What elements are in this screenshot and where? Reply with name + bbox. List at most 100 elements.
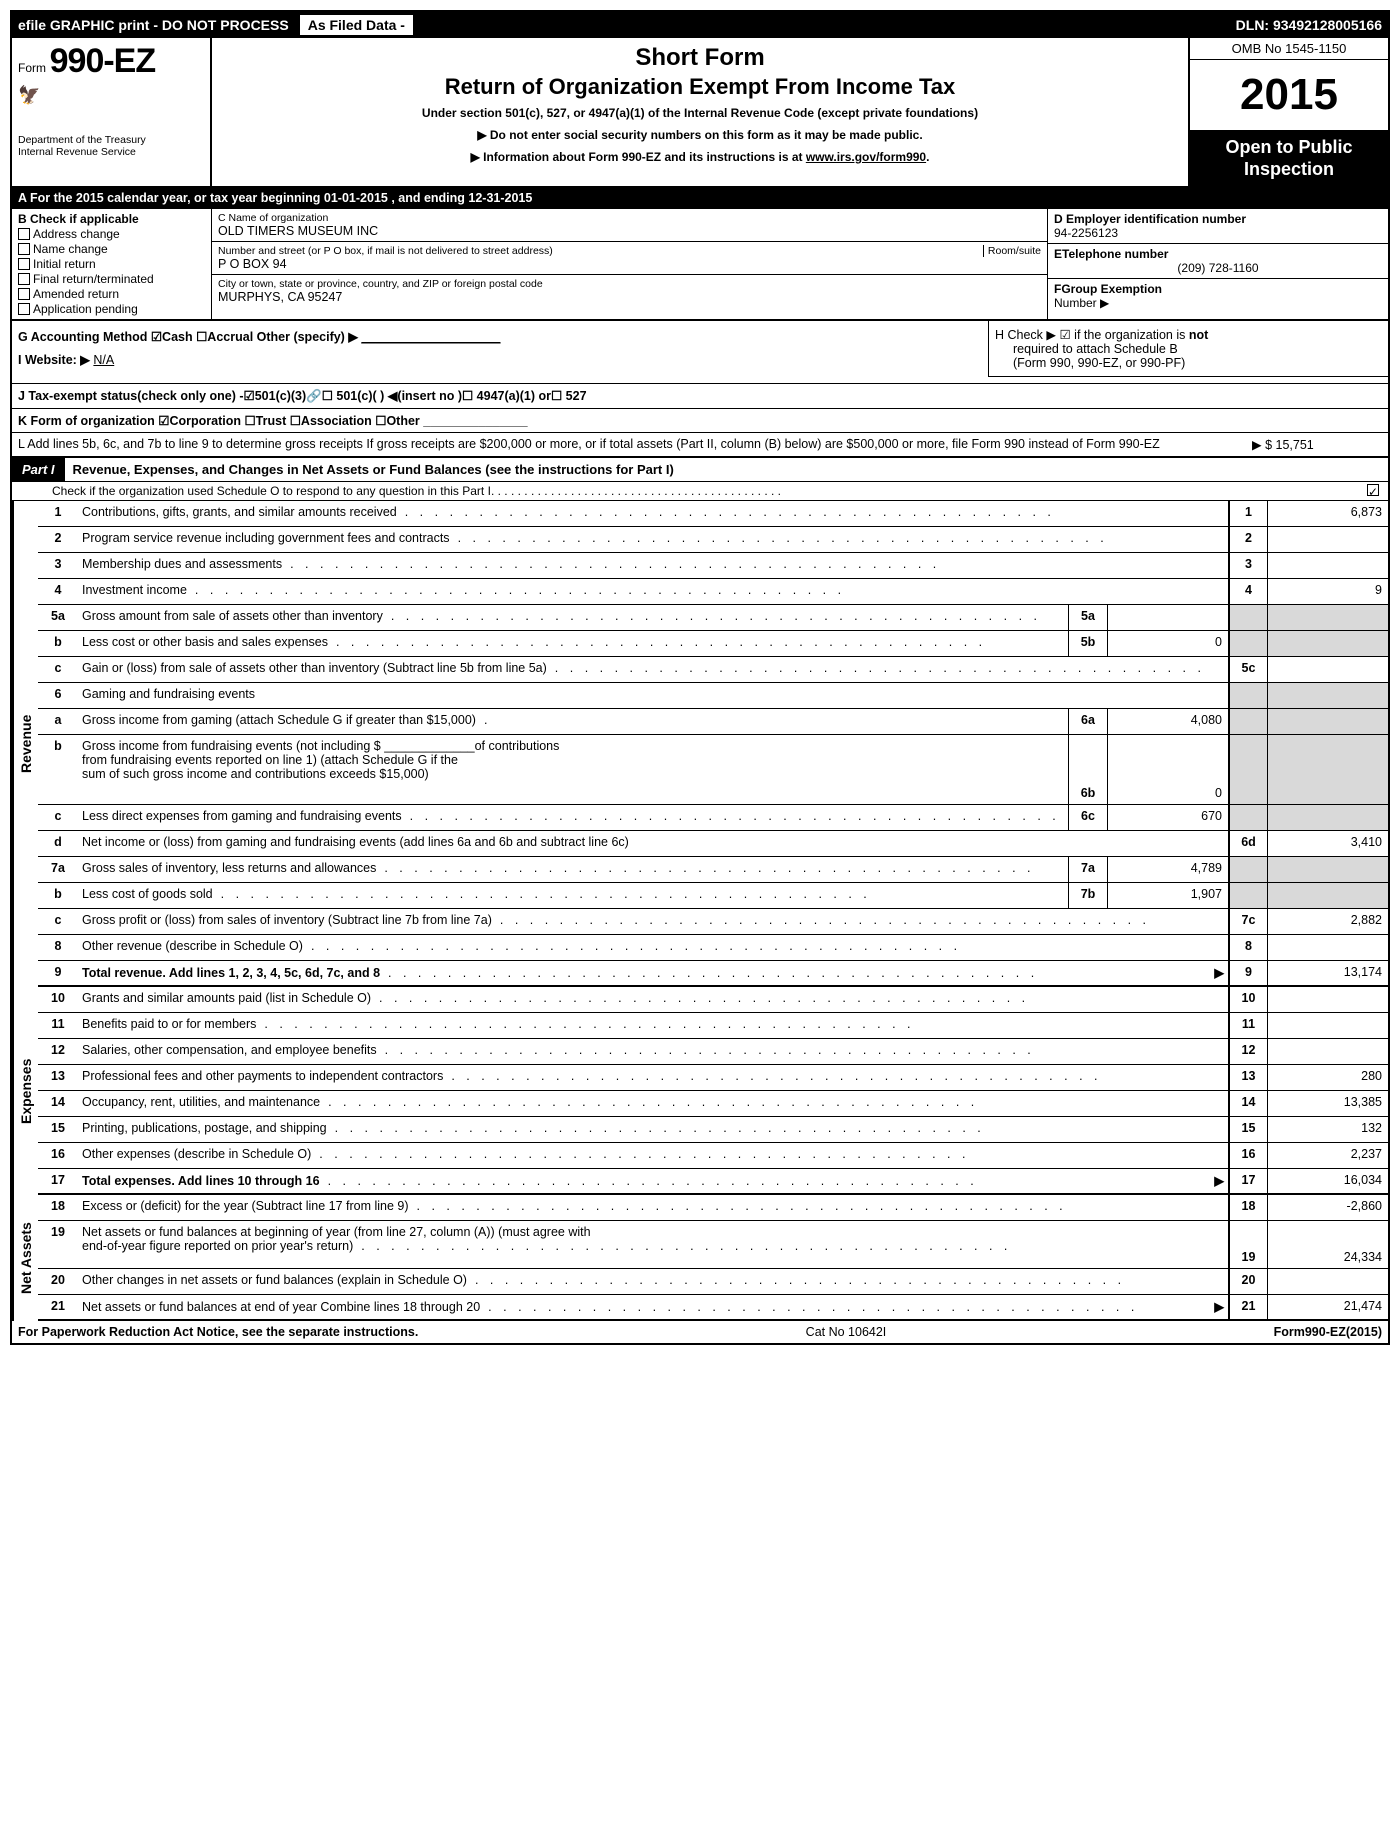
h-not: not xyxy=(1189,328,1208,342)
omb-number: OMB No 1545-1150 xyxy=(1190,38,1388,60)
gh-left: G Accounting Method ☑Cash ☐Accrual Other… xyxy=(12,321,988,383)
dept-treasury: Department of the Treasury xyxy=(18,134,204,146)
schedule-o-checkbox[interactable]: ✓ xyxy=(1367,484,1379,496)
line-6c: c Less direct expenses from gaming and f… xyxy=(38,805,1388,831)
cb-initial: Initial return xyxy=(18,257,205,271)
arrow-icon: ▶ xyxy=(1214,965,1224,980)
line-2: 2 Program service revenue including gove… xyxy=(38,527,1388,553)
cb-name: Name change xyxy=(18,242,205,256)
line-6: 6 Gaming and fundraising events xyxy=(38,683,1388,709)
info-prefix: ▶ Information about Form 990-EZ and its … xyxy=(471,150,806,164)
line-18: 18 Excess or (deficit) for the year (Sub… xyxy=(38,1195,1388,1221)
row-l: L Add lines 5b, 6c, and 7b to line 9 to … xyxy=(12,433,1388,458)
footer-right: Form990-EZ(2015) xyxy=(1274,1325,1382,1339)
i-val: N/A xyxy=(93,353,114,367)
city-row: City or town, state or province, country… xyxy=(212,275,1047,307)
city-val: MURPHYS, CA 95247 xyxy=(218,290,1041,304)
line-15: 15 Printing, publications, postage, and … xyxy=(38,1117,1388,1143)
bcdef-block: B Check if applicable Address change Nam… xyxy=(12,209,1388,321)
line-6b: b Gross income from fundraising events (… xyxy=(38,735,1388,805)
g-blank: ____________________ xyxy=(361,330,500,344)
checkbox-icon[interactable] xyxy=(18,258,30,270)
box-h: H Check ▶ ☑ if the organization is not r… xyxy=(988,321,1388,377)
box-def: D Employer identification number 94-2256… xyxy=(1048,209,1388,319)
checkbox-icon[interactable] xyxy=(18,228,30,240)
footer-left: For Paperwork Reduction Act Notice, see … xyxy=(18,1325,418,1339)
org-name: OLD TIMERS MUSEUM INC xyxy=(218,224,1041,238)
irs-link[interactable]: www.irs.gov/form990 xyxy=(806,150,926,164)
row-j: J Tax-exempt status(check only one) -☑50… xyxy=(12,384,1388,409)
arrow-icon: ▶ xyxy=(1214,1299,1224,1314)
box-b: B Check if applicable Address change Nam… xyxy=(12,209,212,319)
revenue-body: 1 Contributions, gifts, grants, and simi… xyxy=(38,501,1388,987)
revenue-section: Revenue 1 Contributions, gifts, grants, … xyxy=(12,501,1388,987)
line-21: 21 Net assets or fund balances at end of… xyxy=(38,1295,1388,1321)
row-k: K Form of organization ☑Corporation ☐Tru… xyxy=(12,409,1388,433)
box-c: C Name of organization OLD TIMERS MUSEUM… xyxy=(212,209,1048,319)
line-13: 13 Professional fees and other payments … xyxy=(38,1065,1388,1091)
checkbox-icon[interactable] xyxy=(18,303,30,315)
open-public-1: Open to Public xyxy=(1194,137,1384,159)
revenue-label: Revenue xyxy=(12,501,38,987)
ssn-warning: ▶ Do not enter social security numbers o… xyxy=(220,128,1180,142)
phone-lbl: ETelephone number xyxy=(1054,247,1382,261)
open-public-2: Inspection xyxy=(1194,159,1384,181)
line-7b: b Less cost of goods sold. . . . . . . .… xyxy=(38,883,1388,909)
form-word: Form xyxy=(18,61,46,75)
checkbox-icon[interactable] xyxy=(18,288,30,300)
dept-irs: Internal Revenue Service xyxy=(18,146,204,158)
line-9: 9 Total revenue. Add lines 1, 2, 3, 4, 5… xyxy=(38,961,1388,987)
box-d: D Employer identification number 94-2256… xyxy=(1048,209,1388,244)
line-10: 10 Grants and similar amounts paid (list… xyxy=(38,987,1388,1013)
schedule-o-check: Check if the organization used Schedule … xyxy=(12,482,1388,501)
header-left: Form 990-EZ 🦅 Department of the Treasury… xyxy=(12,38,212,186)
dots: . . . . . . . . . . . . . . . . . . . . … xyxy=(491,484,1367,498)
ein-val: 94-2256123 xyxy=(1054,226,1382,240)
h-line1: H Check ▶ ☑ if the organization is xyxy=(995,328,1189,342)
netassets-section: Net Assets 18 Excess or (deficit) for th… xyxy=(12,1195,1388,1321)
expenses-section: Expenses 10 Grants and similar amounts p… xyxy=(12,987,1388,1195)
phone-val: (209) 728-1160 xyxy=(1054,261,1382,275)
line-16: 16 Other expenses (describe in Schedule … xyxy=(38,1143,1388,1169)
city-lbl: City or town, state or province, country… xyxy=(218,278,1041,290)
netassets-label: Net Assets xyxy=(12,1195,38,1321)
j-text: J Tax-exempt status(check only one) -☑50… xyxy=(18,389,587,403)
cb-address: Address change xyxy=(18,227,205,241)
l-amount: ▶ $ 15,751 xyxy=(1232,437,1382,452)
group-lbl: FGroup Exemption xyxy=(1054,282,1162,296)
expenses-label: Expenses xyxy=(12,987,38,1195)
open-public: Open to Public Inspection xyxy=(1190,131,1388,186)
checkbox-icon[interactable] xyxy=(18,273,30,285)
cb-amended: Amended return xyxy=(18,287,205,301)
header-center: Short Form Return of Organization Exempt… xyxy=(212,38,1188,186)
line-20: 20 Other changes in net assets or fund b… xyxy=(38,1269,1388,1295)
line-3: 3 Membership dues and assessments. . . .… xyxy=(38,553,1388,579)
footer: For Paperwork Reduction Act Notice, see … xyxy=(12,1321,1388,1343)
line-19: 19 Net assets or fund balances at beginn… xyxy=(38,1221,1388,1269)
line-12: 12 Salaries, other compensation, and emp… xyxy=(38,1039,1388,1065)
line-14: 14 Occupancy, rent, utilities, and maint… xyxy=(38,1091,1388,1117)
line-8: 8 Other revenue (describe in Schedule O)… xyxy=(38,935,1388,961)
form-page: efile GRAPHIC print - DO NOT PROCESS As … xyxy=(10,10,1390,1345)
box-f: FGroup Exemption Number ▶ xyxy=(1048,279,1388,313)
ein-lbl: D Employer identification number xyxy=(1054,212,1382,226)
row-i: I Website: ▶ N/A xyxy=(18,352,982,367)
line-4: 4 Investment income. . . . . . . . . . .… xyxy=(38,579,1388,605)
short-form-title: Short Form xyxy=(220,44,1180,72)
info-line: ▶ Information about Form 990-EZ and its … xyxy=(220,150,1180,164)
as-filed-label: As Filed Data - xyxy=(299,14,414,36)
gh-row: G Accounting Method ☑Cash ☐Accrual Other… xyxy=(12,321,1388,384)
h-line2: required to attach Schedule B xyxy=(995,342,1178,356)
info-suffix: . xyxy=(926,150,929,164)
part-i-title: Revenue, Expenses, and Changes in Net As… xyxy=(65,458,682,481)
l-text: L Add lines 5b, 6c, and 7b to line 9 to … xyxy=(18,437,1232,452)
line-11: 11 Benefits paid to or for members. . . … xyxy=(38,1013,1388,1039)
netassets-body: 18 Excess or (deficit) for the year (Sub… xyxy=(38,1195,1388,1321)
street-row: Number and street (or P O box, if mail i… xyxy=(212,242,1047,275)
under-section: Under section 501(c), 527, or 4947(a)(1)… xyxy=(220,106,1180,120)
efile-notice: efile GRAPHIC print - DO NOT PROCESS xyxy=(12,15,295,35)
row-a: A For the 2015 calendar year, or tax yea… xyxy=(12,188,1388,209)
checkbox-icon[interactable] xyxy=(18,243,30,255)
part-i-header: Part I Revenue, Expenses, and Changes in… xyxy=(12,458,1388,482)
line-7a: 7a Gross sales of inventory, less return… xyxy=(38,857,1388,883)
